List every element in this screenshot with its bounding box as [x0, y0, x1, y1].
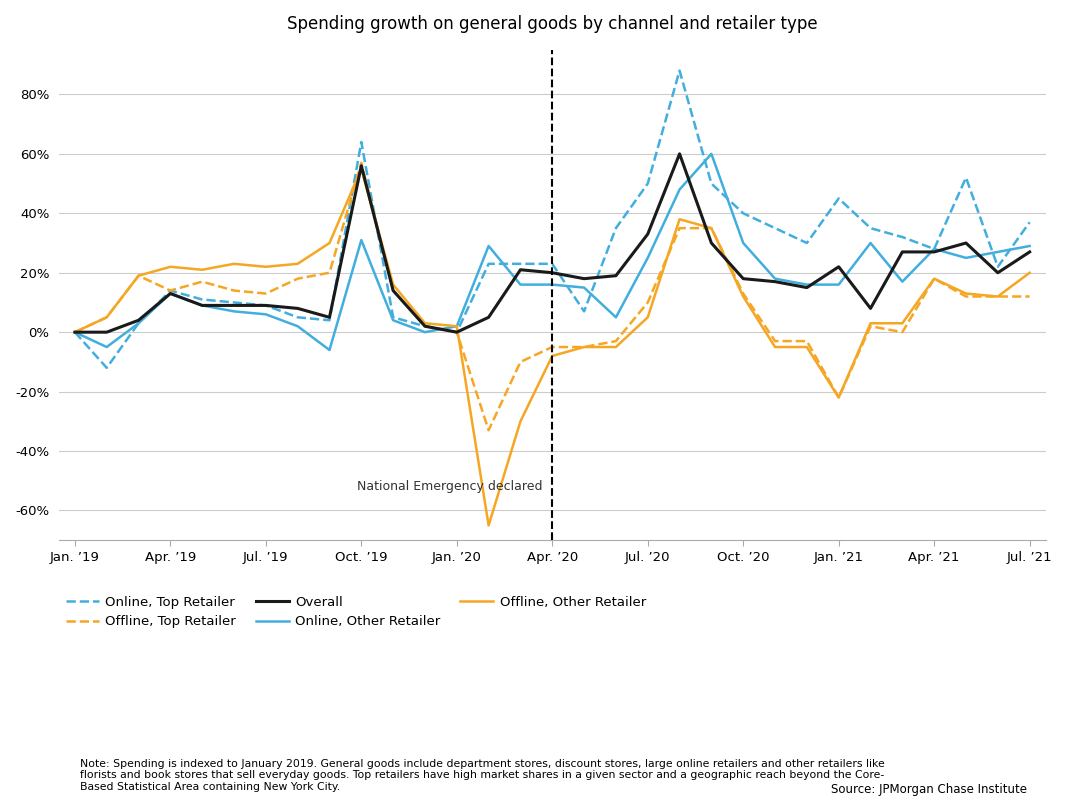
Title: Spending growth on general goods by channel and retailer type: Spending growth on general goods by chan… [287, 15, 817, 33]
Legend: Online, Top Retailer, Offline, Top Retailer, Overall, Online, Other Retailer, Of: Online, Top Retailer, Offline, Top Retai… [65, 596, 646, 629]
Text: Source: JPMorgan Chase Institute: Source: JPMorgan Chase Institute [831, 783, 1027, 796]
Text: National Emergency declared: National Emergency declared [357, 480, 542, 494]
Text: Note: Spending is indexed to January 2019. General goods include department stor: Note: Spending is indexed to January 201… [80, 758, 885, 792]
